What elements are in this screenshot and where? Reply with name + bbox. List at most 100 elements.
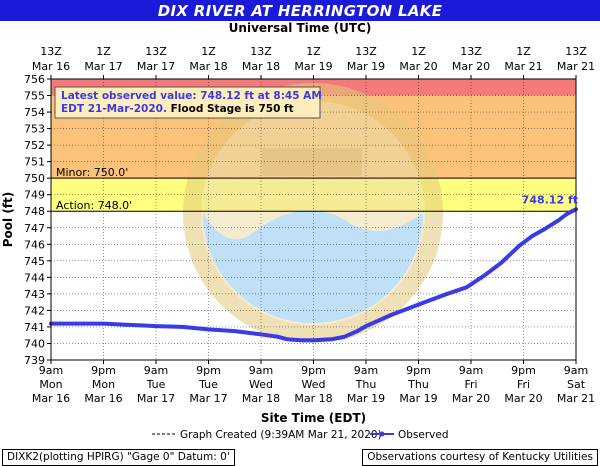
annotation-box	[54, 86, 321, 119]
data-point	[206, 327, 211, 332]
top-tick-hour: 13Z	[40, 45, 62, 58]
data-point	[233, 329, 237, 333]
bottom-tick-date: Mar 16	[32, 392, 70, 405]
threshold-label: Minor: 750.0'	[56, 166, 128, 179]
data-point	[329, 337, 333, 341]
data-point	[482, 274, 486, 278]
bottom-tick-date: Mar 18	[242, 392, 280, 405]
y-tick-label: 747	[24, 222, 45, 235]
bottom-tick-day: Sat	[567, 378, 586, 391]
data-point	[298, 338, 302, 342]
data-point	[342, 335, 346, 339]
data-point	[517, 244, 521, 248]
bottom-tick-date: Mar 20	[452, 392, 490, 405]
data-point	[101, 322, 106, 326]
bottom-tick-day: Thu	[407, 378, 429, 391]
data-point	[276, 335, 281, 339]
latest-value-label: 748.12 ft	[522, 193, 578, 206]
plotting-info: DIXK2(plotting HPIRG) "Gage 0" Datum: 0'	[2, 449, 235, 466]
data-point	[364, 324, 368, 328]
y-tick-label: 744	[24, 271, 45, 284]
y-axis-label: Pool (ft)	[1, 192, 15, 248]
bottom-tick-day: Wed	[302, 378, 326, 391]
top-tick-date: Mar 19	[294, 60, 332, 73]
data-point	[408, 306, 412, 310]
top-tick-hour: 13Z	[145, 45, 167, 58]
data-point	[390, 312, 394, 317]
data-point	[180, 325, 184, 329]
annotation-line2: EDT 21-Mar-2020. Flood Stage is 750 ft	[61, 103, 294, 115]
bottom-tick-time: 9pm	[511, 364, 536, 377]
data-point	[75, 322, 79, 326]
bottom-tick-time: 9am	[564, 364, 588, 377]
data-point	[443, 293, 447, 297]
top-tick-date: Mar 20	[399, 60, 437, 73]
y-tick-label: 740	[24, 337, 45, 350]
bottom-tick-day: Mon	[39, 378, 62, 391]
bottom-tick-time: 9pm	[406, 364, 431, 377]
y-tick-label: 749	[24, 189, 45, 202]
bottom-tick-time: 9pm	[196, 364, 221, 377]
bottom-tick-date: Mar 17	[189, 392, 227, 405]
bottom-tick-day: Fri	[464, 378, 477, 391]
data-point	[259, 332, 263, 336]
data-point	[136, 323, 141, 327]
legend-series-marker	[379, 431, 385, 437]
data-point	[543, 226, 547, 231]
title-bar: DIX RIVER AT HERRINGTON LAKE	[0, 0, 600, 21]
data-point	[285, 337, 289, 341]
bottom-tick-time: 9am	[39, 364, 63, 377]
top-tick-date: Mar 17	[137, 60, 175, 73]
utc-axis-title: Universal Time (UTC)	[228, 21, 372, 35]
top-tick-date: Mar 21	[557, 60, 595, 73]
bottom-tick-date: Mar 16	[84, 392, 122, 405]
top-tick-date: Mar 17	[84, 60, 122, 73]
data-point	[311, 338, 316, 342]
bottom-tick-day: Wed	[249, 378, 273, 391]
top-tick-hour: 1Z	[96, 45, 111, 58]
y-tick-label: 748	[24, 205, 45, 218]
y-tick-label: 741	[24, 321, 45, 334]
annotation-date: EDT 21-Mar-2020.	[61, 103, 171, 115]
legend-graph-created: Graph Created (9:39AM Mar 21, 2020)	[180, 429, 382, 441]
y-tick-label: 751	[24, 156, 45, 169]
bottom-tick-time: 9pm	[301, 364, 326, 377]
data-point	[500, 260, 504, 265]
x-axis-top: 13Z Mar 16 1Z Mar 17 13Z Mar 17 1Z Mar 18 13Z Mar…	[32, 45, 595, 79]
data-point	[425, 299, 429, 303]
y-tick-label: 743	[24, 288, 45, 301]
y-tick-label: 756	[24, 73, 45, 86]
legend: Graph Created (9:39AM Mar 21, 2020) Obser…	[152, 429, 449, 441]
bottom-tick-date: Mar 19	[399, 392, 437, 405]
top-tick-hour: 13Z	[565, 45, 587, 58]
top-tick-date: Mar 19	[347, 60, 385, 73]
top-tick-date: Mar 21	[504, 60, 542, 73]
legend-observed: Observed	[398, 429, 449, 441]
top-tick-date: Mar 18	[189, 60, 227, 73]
bottom-tick-day: Tue	[146, 378, 166, 391]
data-point	[119, 322, 123, 327]
data-point	[377, 318, 381, 322]
bottom-tick-day: Fri	[517, 378, 530, 391]
annotation-line1: Latest observed value: 748.12 ft at 8:45…	[61, 90, 322, 102]
data-point	[355, 329, 359, 333]
data-point	[565, 212, 569, 216]
series-line-observed	[49, 207, 578, 343]
bottom-tick-day: Thu	[355, 378, 377, 391]
bottom-tick-day: Tue	[198, 378, 218, 391]
data-point	[465, 285, 469, 289]
y-tick-label: 750	[24, 172, 45, 185]
y-tick-label: 739	[24, 354, 45, 367]
bottom-tick-date: Mar 19	[347, 392, 385, 405]
top-tick-hour: 1Z	[516, 45, 531, 58]
annotation-flood-stage: Flood Stage is 750 ft	[171, 103, 294, 115]
y-tick-label: 753	[24, 123, 45, 136]
y-tick-label: 742	[24, 304, 45, 317]
data-point	[556, 218, 561, 222]
top-tick-hour: 13Z	[250, 45, 272, 58]
noaa-watermark-icon	[183, 83, 443, 343]
y-tick-label: 752	[24, 139, 45, 152]
top-tick-hour: 13Z	[460, 45, 482, 58]
observed-series	[49, 207, 578, 343]
